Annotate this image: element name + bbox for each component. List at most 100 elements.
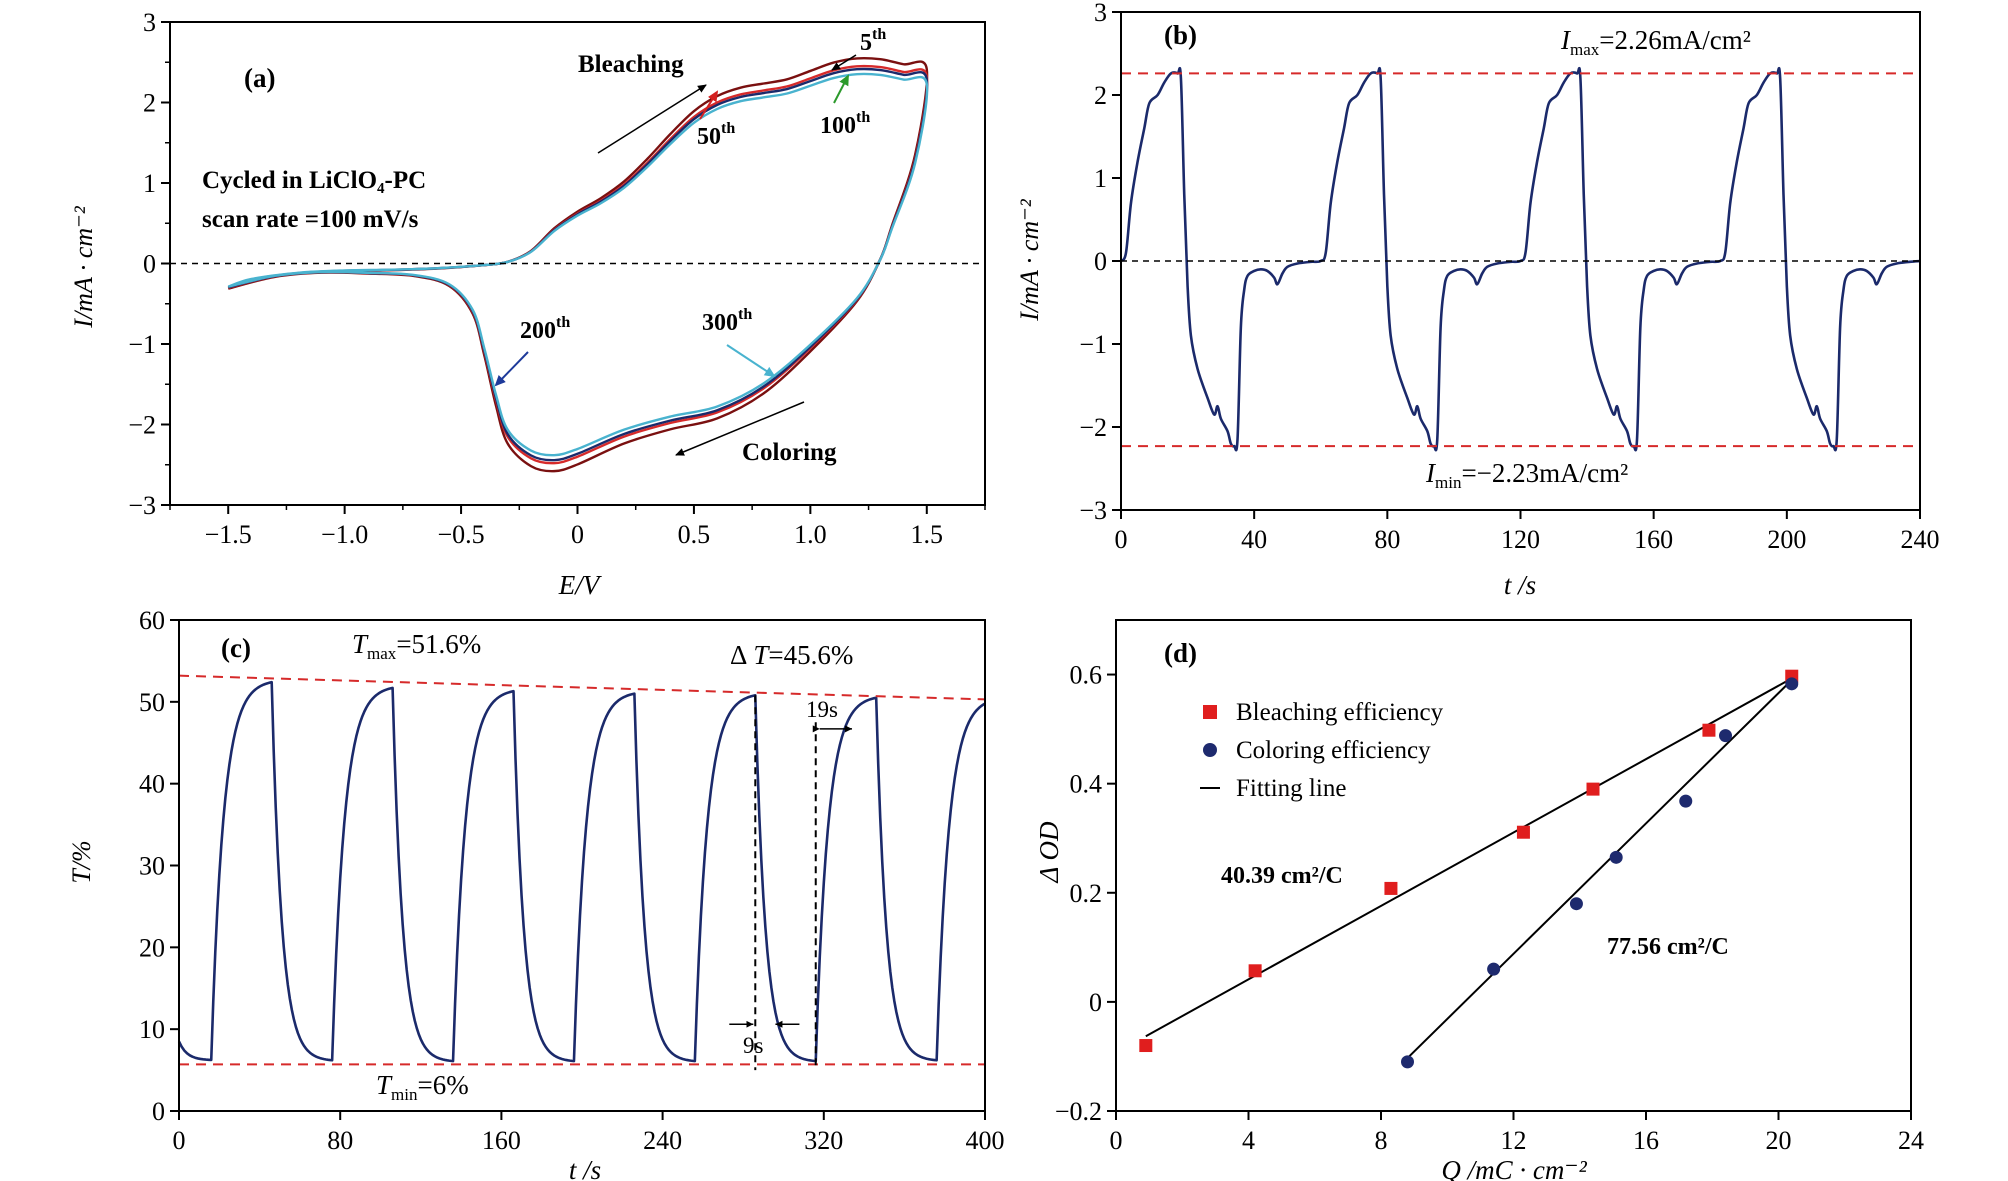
panel-d-points bbox=[1139, 669, 1799, 1069]
pa-x-tick-label: −1.0 bbox=[321, 520, 368, 549]
panel-d-color-efficiency-label: 77.56 cm²/C bbox=[1607, 934, 1729, 960]
pc-x-tick-label: 240 bbox=[643, 1126, 682, 1155]
panel-d-bleaching-point bbox=[1516, 825, 1530, 839]
panel-d-bleaching-point bbox=[1702, 723, 1716, 737]
panel-d-coloring-point bbox=[1487, 962, 1501, 976]
pc-x-tick-label: 400 bbox=[966, 1126, 1005, 1155]
panel-a-x-axis-label: E/V bbox=[558, 570, 603, 600]
panel-c-y-axis-label: T/% bbox=[67, 840, 96, 883]
panel-a-cycle-300-arrow bbox=[726, 344, 776, 378]
pb-x-tick-label: 160 bbox=[1634, 525, 1673, 554]
pd-x-tick-label: 4 bbox=[1242, 1126, 1255, 1155]
pc-y-tick-label: 30 bbox=[139, 852, 165, 881]
legend-bleaching-marker bbox=[1203, 705, 1217, 719]
pc-y-tick-label: 0 bbox=[152, 1097, 165, 1126]
panel-b-imin-symbol: I bbox=[1425, 458, 1437, 488]
panel-c: 0 80 160 240 320 400 0 10 20 30 40 50 60 t /s T/% (c… bbox=[67, 606, 1005, 1181]
panel-a-cycle-50-arrow bbox=[699, 90, 719, 120]
panel-d-coloring-point bbox=[1679, 794, 1693, 808]
pa-y-tick-label: −3 bbox=[128, 491, 156, 520]
pa-x-tick-label: 0.5 bbox=[678, 520, 711, 549]
panel-b-current-curve bbox=[1119, 66, 1921, 452]
panel-c-color-time-label: 9s bbox=[743, 1033, 764, 1058]
pc-y-tick-label: 10 bbox=[139, 1015, 165, 1044]
legend-fit-label: Fitting line bbox=[1236, 775, 1346, 802]
panel-a-y-axis-label: I/mA · cm⁻² bbox=[69, 205, 98, 329]
panel-c-tmin-symbol: T bbox=[376, 1070, 393, 1100]
panel-a-cycle-5-arrow bbox=[831, 54, 857, 71]
panel-d-bleaching-point bbox=[1384, 881, 1398, 895]
panel-d-coloring-point bbox=[1609, 850, 1623, 864]
panel-d-x-axis-label: Q /mC · cm⁻² bbox=[1441, 1155, 1587, 1181]
panel-a-label: (a) bbox=[244, 63, 275, 93]
legend-coloring-marker bbox=[1203, 743, 1217, 757]
pa-y-tick-label: −2 bbox=[128, 411, 156, 440]
panel-c-delta-prefix: Δ bbox=[730, 640, 747, 670]
panel-c-label: (c) bbox=[221, 633, 251, 663]
panel-a-cycle-200-label: 200th bbox=[520, 314, 570, 344]
pb-x-tick-label: 240 bbox=[1901, 525, 1940, 554]
panel-d-bleaching-point bbox=[1586, 782, 1600, 796]
pb-x-tick-label: 200 bbox=[1767, 525, 1806, 554]
panel-a-condition-1: Cycled in LiClO₄-PC bbox=[202, 167, 426, 194]
panel-a-curves bbox=[227, 56, 929, 473]
panel-a-cycle-100-label: 100th bbox=[820, 109, 870, 139]
pc-x-tick-label: 160 bbox=[482, 1126, 521, 1155]
panel-c-transmittance-curve bbox=[177, 680, 986, 1063]
panel-b-imax-sub: max bbox=[1570, 40, 1600, 59]
panel-a-cycle-5-label: 5th bbox=[860, 26, 886, 56]
panel-a-cycle-300-label: 300th bbox=[702, 306, 752, 336]
panel-b-imax-label: Imax=2.26mA/cm² bbox=[1560, 25, 1751, 59]
pd-x-tick-label: 8 bbox=[1375, 1126, 1388, 1155]
panel-a-condition-2: scan rate =100 mV/s bbox=[202, 206, 419, 233]
pc-x-tick-label: 0 bbox=[173, 1126, 186, 1155]
pa-x-tick-label: −1.5 bbox=[205, 520, 252, 549]
panel-c-response-markers bbox=[729, 695, 853, 1071]
panel-a-cycle-100-arrow bbox=[833, 74, 849, 104]
pb-y-tick-label: 1 bbox=[1094, 164, 1107, 193]
pa-y-tick-label: −1 bbox=[128, 330, 156, 359]
panel-b-label: (b) bbox=[1164, 20, 1197, 50]
panel-c-bleach-time-label: 19s bbox=[806, 697, 838, 722]
pd-y-tick-label: −0.2 bbox=[1055, 1097, 1102, 1126]
panel-b-imin-value: =−2.23mA/cm² bbox=[1461, 458, 1628, 488]
panel-d-coloring-point bbox=[1401, 1055, 1414, 1069]
panel-c-tmax-value: =51.6% bbox=[396, 629, 481, 659]
pd-y-tick-label: 0 bbox=[1089, 988, 1102, 1017]
panel-c-delta-value: =45.6% bbox=[768, 640, 853, 670]
panel-a: −1.5 −1.0 −0.5 0 0.5 1.0 1.5 −3 −2 −1 0 1 2 3 E/V I/m… bbox=[69, 8, 986, 600]
panel-b-ticks: 0 40 80 120 160 200 240 −3 −2 −1 0 1 2 3 bbox=[1079, 0, 1939, 554]
pc-x-tick-label: 80 bbox=[327, 1126, 353, 1155]
pb-y-tick-label: −1 bbox=[1079, 330, 1107, 359]
panel-c-x-axis-label: t /s bbox=[569, 1155, 601, 1181]
panel-b-imin-sub: min bbox=[1435, 473, 1462, 492]
pd-y-tick-label: 0.2 bbox=[1070, 879, 1103, 908]
panel-d-coloring-point bbox=[1785, 677, 1799, 691]
panel-d-ticks: 0 4 8 12 16 20 24 −0.2 0 0.2 0.4 0.6 bbox=[1055, 661, 1924, 1155]
pa-y-tick-label: 1 bbox=[143, 169, 156, 198]
panel-d-y-axis-label: Δ OD bbox=[1034, 821, 1064, 884]
pc-y-tick-label: 20 bbox=[139, 933, 165, 962]
panel-b: 0 40 80 120 160 200 240 −3 −2 −1 0 1 2 3 t /s I/mA · … bbox=[1015, 0, 1940, 600]
panel-a-cycle-200-arrow bbox=[494, 351, 529, 387]
legend-coloring-label: Coloring efficiency bbox=[1236, 737, 1431, 764]
panel-d-fit-line-2 bbox=[1406, 679, 1793, 1059]
legend-bleaching-label: Bleaching efficiency bbox=[1236, 699, 1444, 726]
pd-y-tick-label: 0.6 bbox=[1070, 661, 1103, 690]
panel-a-coloring-label: Coloring bbox=[742, 439, 837, 466]
panel-b-imax-value: =2.26mA/cm² bbox=[1599, 25, 1751, 55]
panel-b-imax-symbol: I bbox=[1560, 25, 1572, 55]
panel-d-bleach-efficiency-label: 40.39 cm²/C bbox=[1221, 863, 1343, 889]
pb-y-tick-label: 0 bbox=[1094, 247, 1107, 276]
panel-b-y-axis-label: I/mA · cm⁻² bbox=[1015, 198, 1044, 322]
panel-d-label: (d) bbox=[1164, 638, 1197, 668]
panel-c-tmin-sub: min bbox=[391, 1085, 418, 1104]
panel-a-ticks: −1.5 −1.0 −0.5 0 0.5 1.0 1.5 −3 −2 −1 0 1 2 3 bbox=[128, 8, 986, 549]
panel-b-imin-label: Imin=−2.23mA/cm² bbox=[1425, 458, 1628, 492]
pb-y-tick-label: −3 bbox=[1079, 496, 1107, 525]
panel-c-curves bbox=[177, 680, 986, 1063]
panel-a-coloring-arrow bbox=[675, 401, 805, 456]
panel-c-ticks: 0 80 160 240 320 400 0 10 20 30 40 50 60 bbox=[139, 606, 1005, 1155]
panel-d: 0 4 8 12 16 20 24 −0.2 0 0.2 0.4 0.6 Q /mC · cm⁻² Δ… bbox=[1034, 619, 1924, 1181]
